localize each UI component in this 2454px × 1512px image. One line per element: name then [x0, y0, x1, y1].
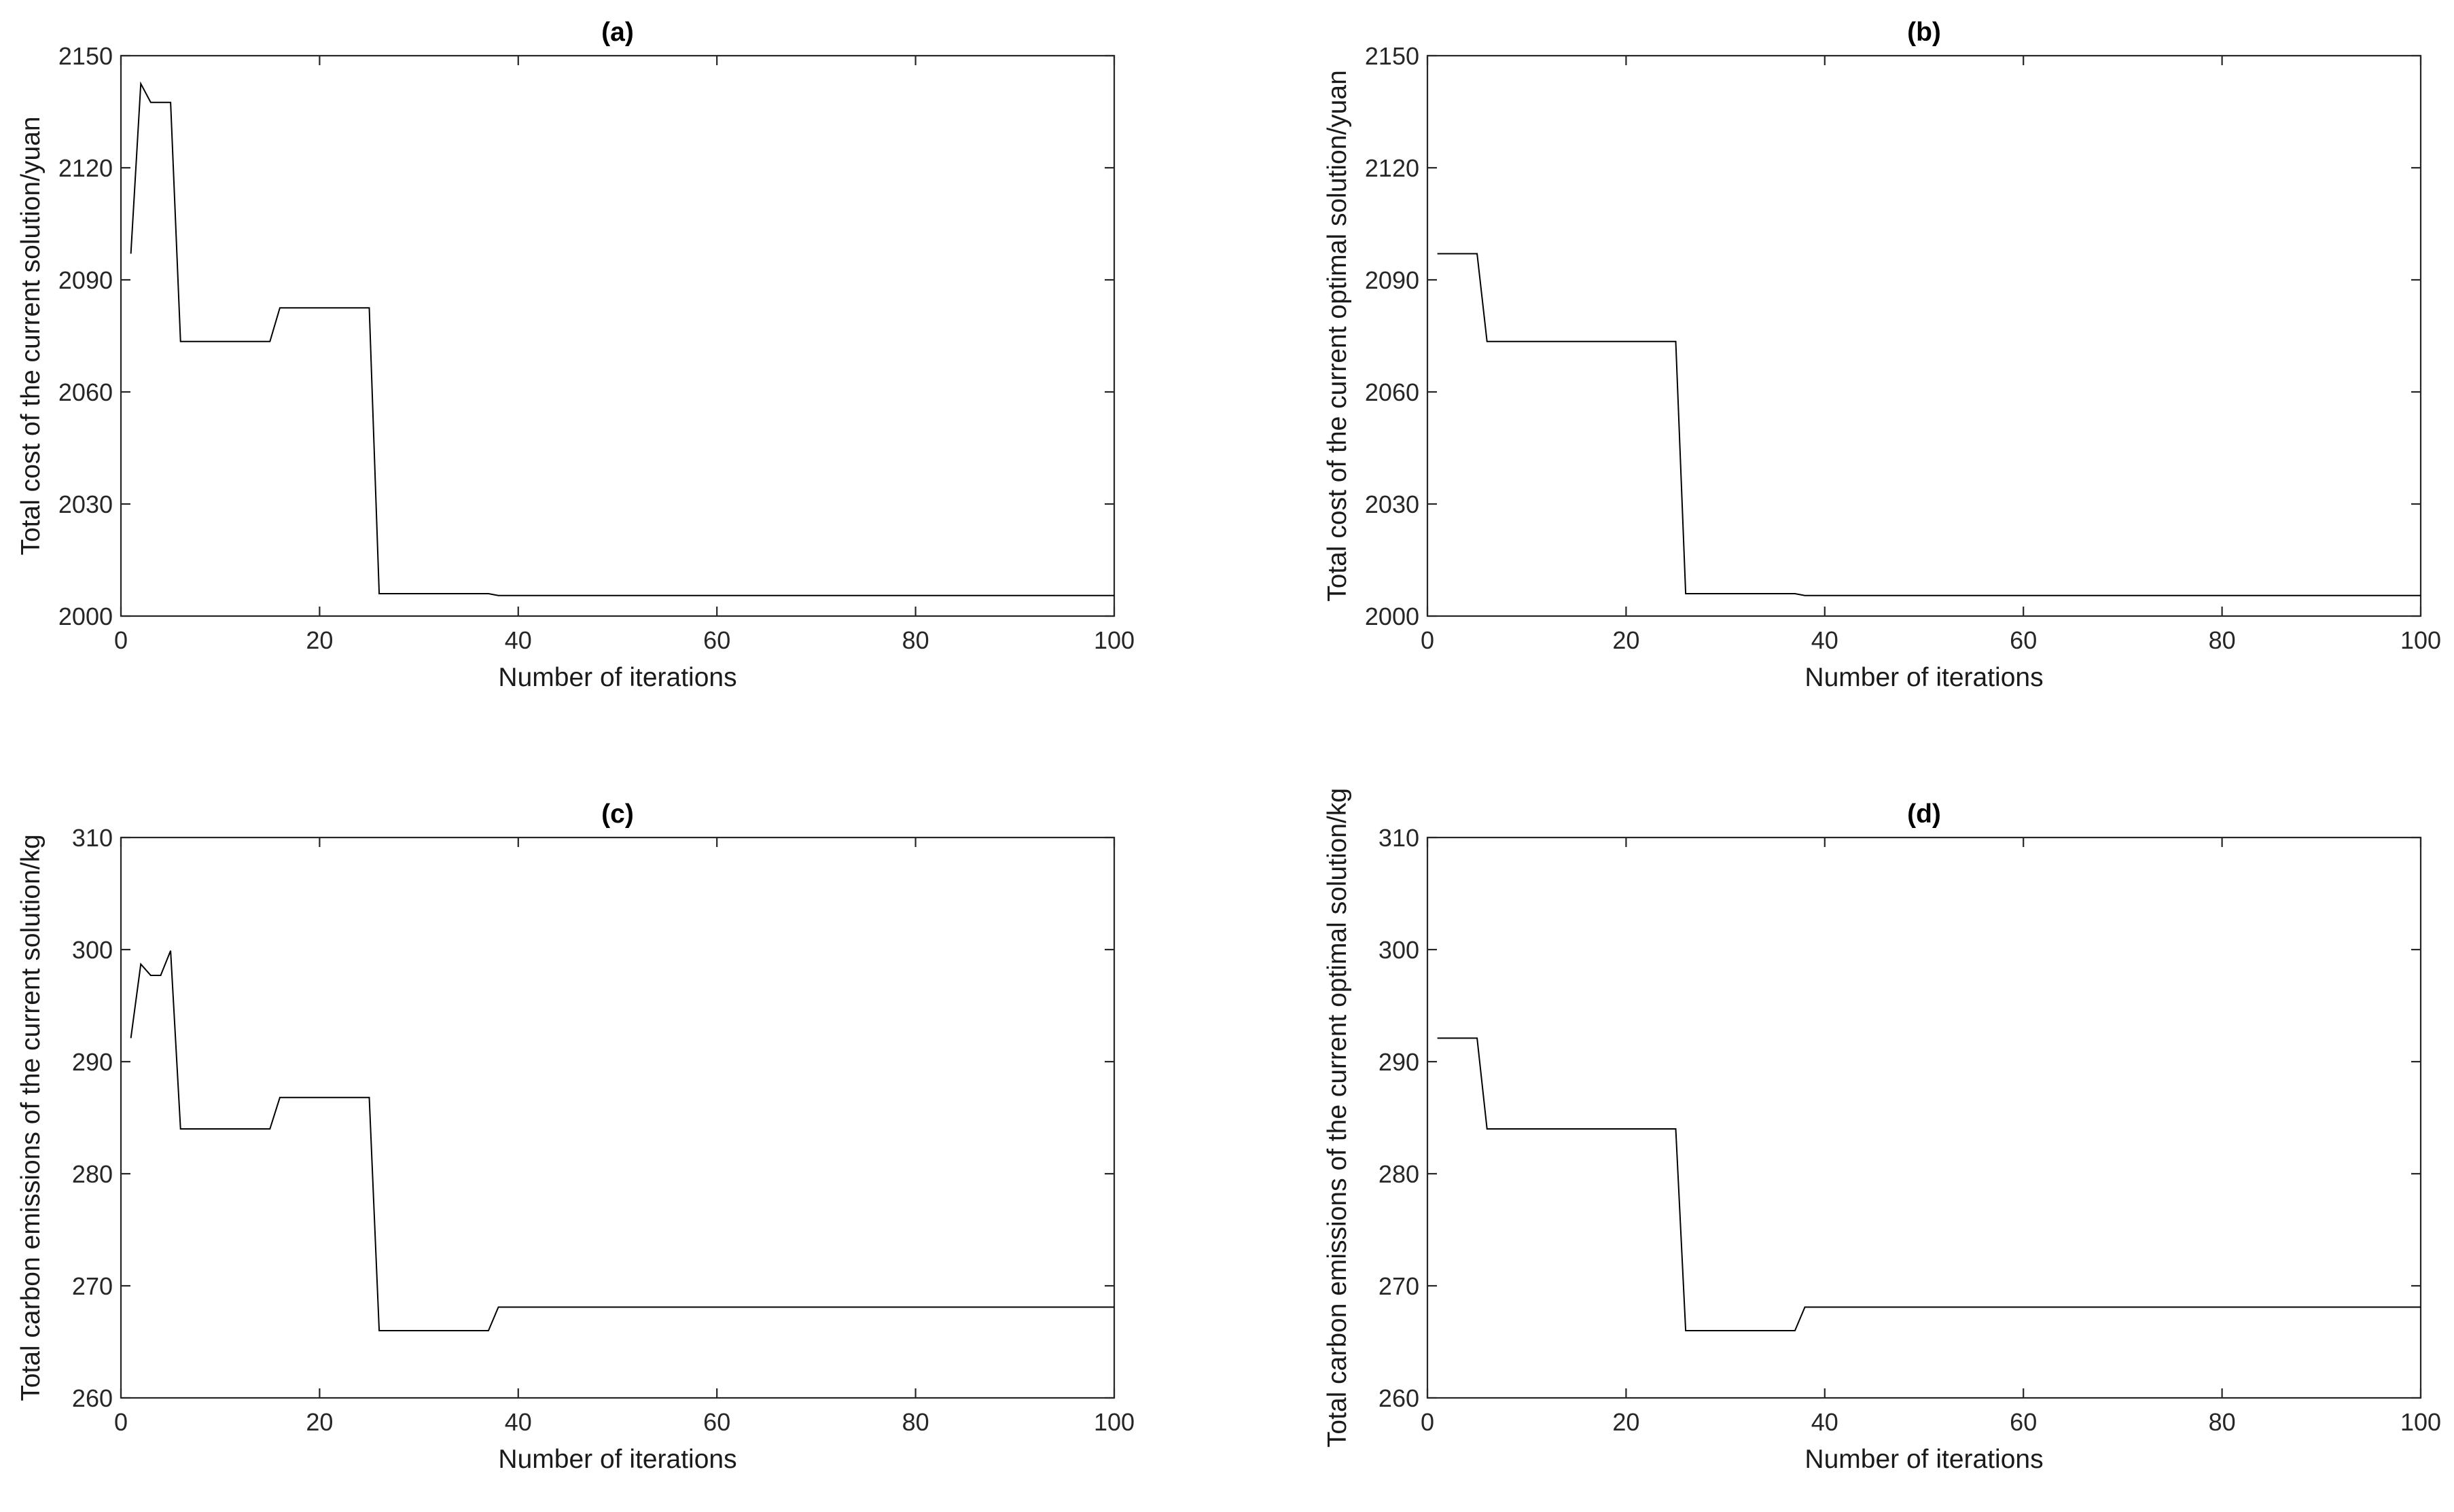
y-tick-label: 2000 [58, 602, 113, 630]
x-tick-label: 80 [2209, 1408, 2236, 1436]
y-tick-label: 260 [72, 1384, 113, 1412]
y-tick-label: 300 [72, 936, 113, 964]
y-tick-label: 2150 [1365, 42, 1419, 70]
x-tick-label: 20 [306, 1408, 333, 1436]
x-tick-label: 100 [1094, 1408, 1135, 1436]
y-tick-label: 2120 [58, 154, 113, 182]
y-tick-label: 2120 [1365, 154, 1419, 182]
chart-panel-2: (b) 0 20 40 60 80 100 2000 2030 2060 2090 2120 2150 N… [1323, 18, 2441, 692]
y-tick-label: 280 [72, 1160, 113, 1188]
y-tick-label: 270 [72, 1272, 113, 1300]
plot-area-frame [1426, 54, 2422, 617]
series-line-1 [130, 950, 1114, 1331]
x-tick-label: 40 [505, 1408, 532, 1436]
x-axis-label: Number of iterations [1804, 1445, 2043, 1474]
y-tick-label: 270 [1379, 1272, 1419, 1300]
y-tick-label: 280 [1379, 1160, 1419, 1188]
panel-title: (c) [601, 799, 634, 829]
x-tick-label: 0 [114, 626, 128, 654]
y-tick-label: 290 [72, 1048, 113, 1076]
panel-title: (a) [601, 18, 634, 47]
y-tick-label: 260 [1379, 1384, 1419, 1412]
x-tick-label: 0 [114, 1408, 128, 1436]
x-tick-label: 0 [1421, 626, 1434, 654]
x-tick-label: 60 [2010, 626, 2037, 654]
y-tick-label: 2090 [58, 266, 113, 294]
chart-panel-3: (c) 0 20 40 60 80 100 260 270 280 290 300 310 Number … [16, 799, 1135, 1474]
x-tick-label: 40 [505, 626, 532, 654]
y-axis-label: Total cost of the current optimal soluti… [1323, 70, 1352, 602]
x-axis-label: Number of iterations [498, 1445, 736, 1474]
x-tick-label: 40 [1811, 626, 1838, 654]
y-tick-label: 2000 [1365, 602, 1419, 630]
x-tick-label: 0 [1421, 1408, 1434, 1436]
x-axis-label: Number of iterations [1804, 663, 2043, 692]
x-tick-label: 40 [1811, 1408, 1838, 1436]
x-tick-label: 20 [1612, 626, 1639, 654]
x-tick-label: 20 [1612, 1408, 1639, 1436]
plot-area-frame [120, 836, 1116, 1399]
y-tick-label: 290 [1379, 1048, 1419, 1076]
y-axis-label: Total cost of the current solution/yuan [16, 116, 46, 555]
y-tick-label: 2090 [1365, 266, 1419, 294]
plot-area-frame [120, 54, 1116, 617]
chart-panel-4: (d) 0 20 40 60 80 100 260 270 280 290 300 310 Number … [1323, 788, 2441, 1474]
series-line-1 [130, 81, 1114, 596]
x-tick-label: 80 [902, 626, 929, 654]
y-tick-label: 2060 [1365, 378, 1419, 406]
x-axis-label: Number of iterations [498, 663, 736, 692]
x-tick-label: 80 [2209, 626, 2236, 654]
x-tick-label: 80 [902, 1408, 929, 1436]
series-line-1 [1437, 1037, 2421, 1331]
y-tick-label: 300 [1379, 936, 1419, 964]
y-tick-label: 2060 [58, 378, 113, 406]
y-axis-label: Total carbon emissions of the current so… [16, 834, 46, 1401]
x-tick-label: 60 [703, 1408, 730, 1436]
series-line-1 [1437, 253, 2421, 596]
x-tick-label: 100 [2400, 626, 2441, 654]
plot-area-frame [1426, 836, 2422, 1399]
panel-title: (d) [1907, 799, 1941, 829]
y-tick-label: 310 [1379, 824, 1419, 852]
x-tick-label: 60 [703, 626, 730, 654]
y-tick-label: 2030 [1365, 490, 1419, 518]
y-tick-label: 2030 [58, 490, 113, 518]
x-tick-label: 60 [2010, 1408, 2037, 1436]
panel-title: (b) [1907, 18, 1941, 47]
x-tick-label: 20 [306, 626, 333, 654]
chart-panel-1: (a) 0 20 40 60 80 100 2000 2030 2060 2090 2120 2150 N… [16, 18, 1135, 692]
y-tick-label: 310 [72, 824, 113, 852]
x-tick-label: 100 [1094, 626, 1135, 654]
x-tick-label: 100 [2400, 1408, 2441, 1436]
y-tick-label: 2150 [58, 42, 113, 70]
y-axis-label: Total carbon emissions of the current op… [1323, 788, 1352, 1447]
